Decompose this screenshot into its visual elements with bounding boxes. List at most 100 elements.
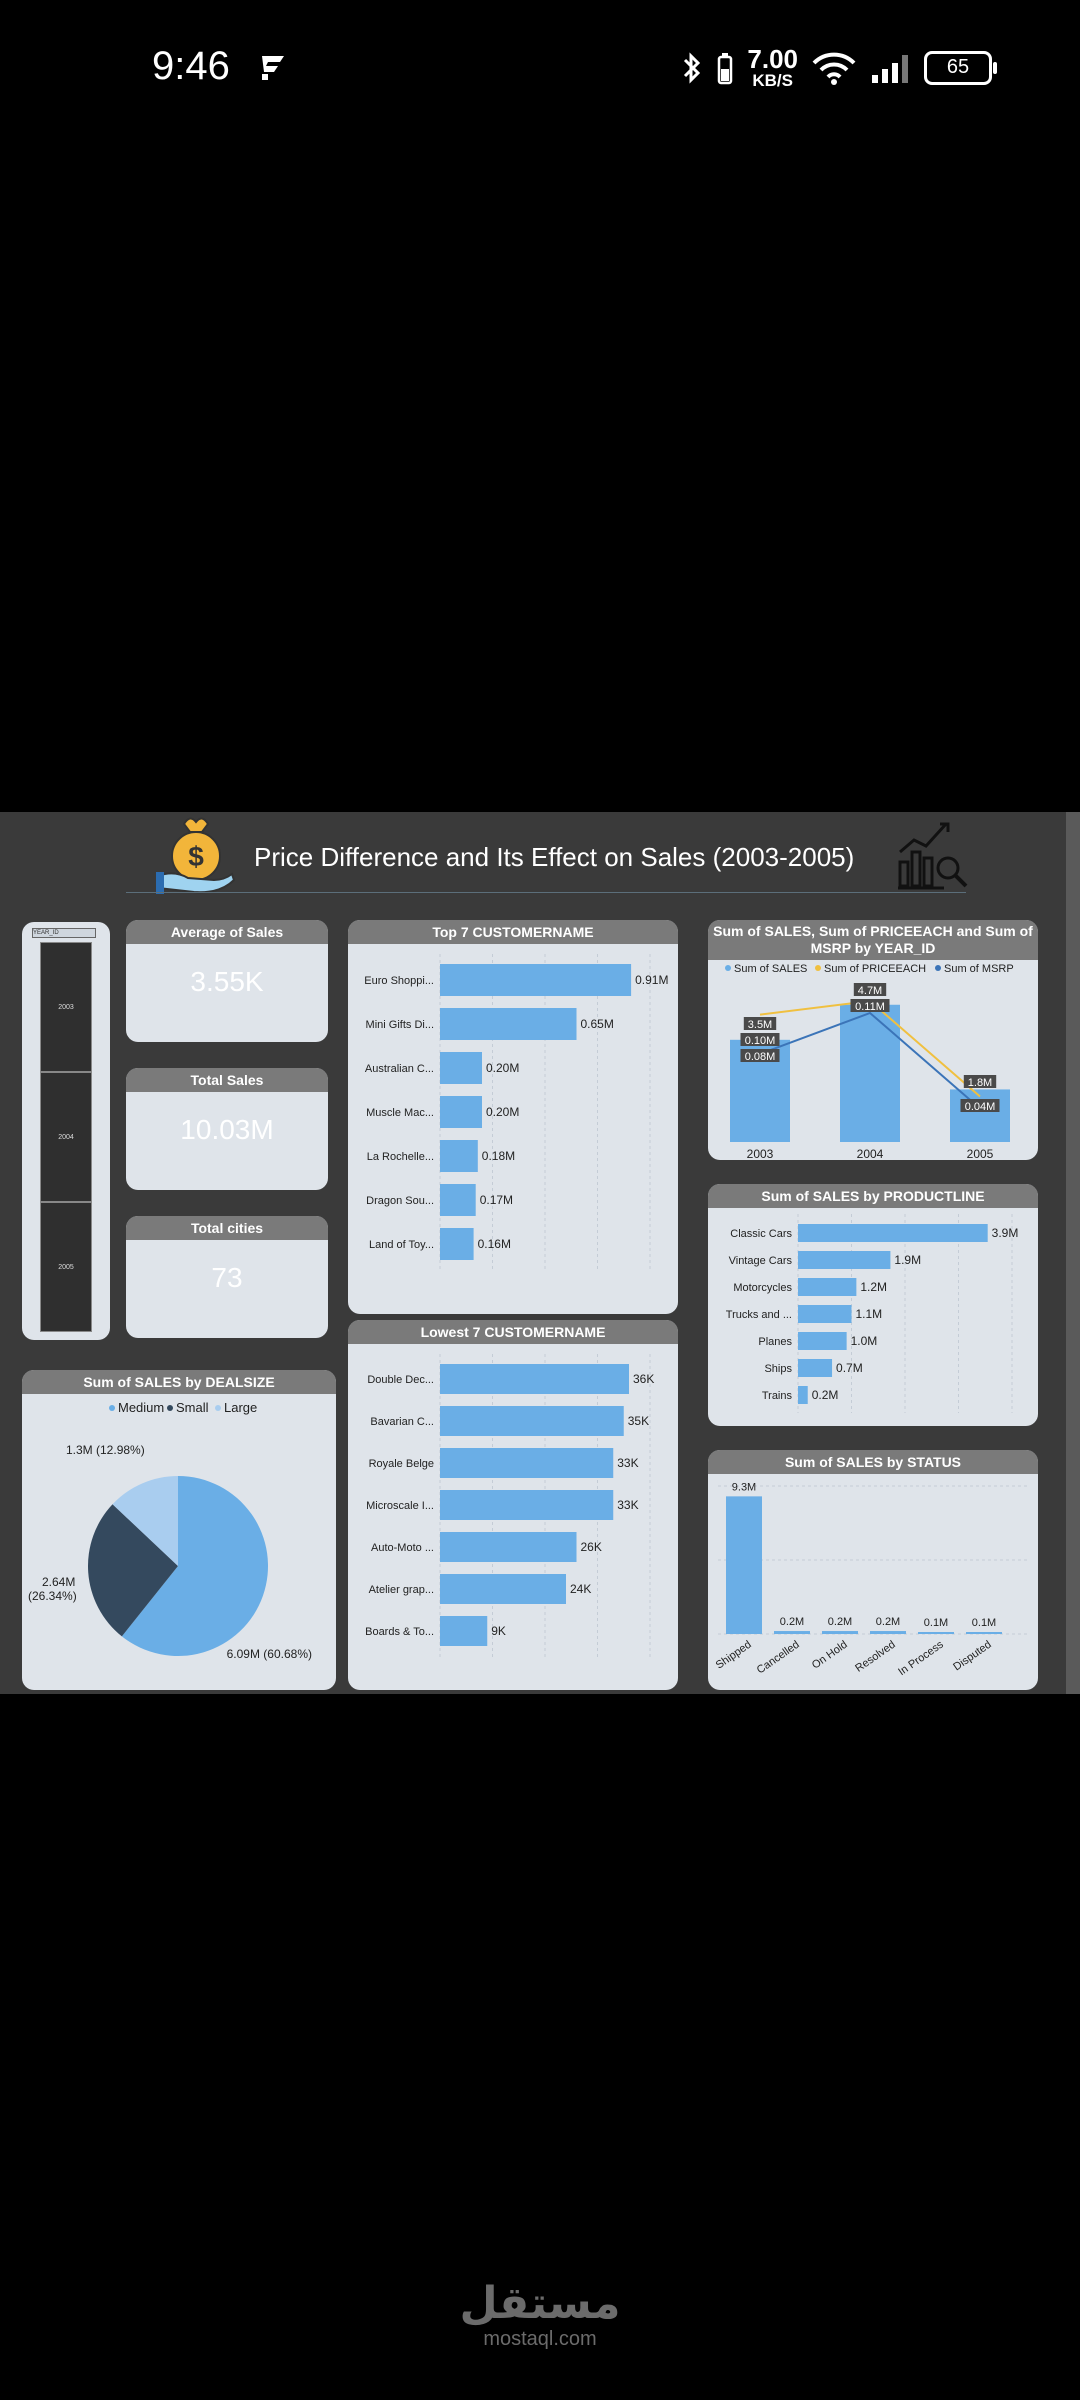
- slicer-item-2004[interactable]: 2004: [40, 1072, 92, 1202]
- status-panel: Sum of SALES by STATUS 9.3M Shipped 0.2M Ca…: [708, 1450, 1038, 1690]
- tick-label: Resolved: [853, 1639, 897, 1675]
- legend-marker: [815, 965, 821, 971]
- category-label: Boards & To...: [365, 1626, 434, 1638]
- slicer-item-2003[interactable]: 2003: [40, 942, 92, 1072]
- year-chart: Sum of SALES Sum of PRICEEACH Sum of MSRP 3…: [725, 963, 1014, 1160]
- status-title: Sum of SALES by STATUS: [708, 1450, 1038, 1474]
- kpi-total-sales: Total Sales 10.03M: [126, 1068, 328, 1190]
- legend-label: Medium: [118, 1400, 164, 1415]
- data-label: 33K: [617, 1456, 638, 1470]
- data-label: 0.18M: [482, 1149, 515, 1163]
- slice-label: 1.3M (12.98%): [66, 1443, 145, 1457]
- year-slicer: YEAR_ID 2003 2004 2005: [22, 922, 110, 1340]
- watermark-latin: mostaql.com: [483, 2328, 597, 2350]
- data-label: 0.08M: [745, 1051, 776, 1063]
- slice-label: 2.64M: [42, 1575, 75, 1589]
- bar: [774, 1631, 810, 1634]
- data-label: 0.16M: [478, 1237, 511, 1251]
- legend-label: Sum of MSRP: [944, 963, 1014, 975]
- title-divider: [126, 892, 966, 893]
- dashboard-edge: [1066, 812, 1080, 1694]
- bar: [440, 1448, 614, 1478]
- data-label: 0.20M: [486, 1105, 519, 1119]
- bar: [440, 1406, 624, 1436]
- bar: [798, 1305, 852, 1323]
- dashboard-screenshot: $ Price Difference and Its Effect on Sal…: [0, 812, 1080, 1694]
- bar: [950, 1089, 1010, 1142]
- network-speed: 7.00 KB/S: [747, 44, 798, 90]
- category-label: Bavarian C...: [370, 1416, 434, 1428]
- bar: [440, 964, 632, 996]
- slicer-item-2005[interactable]: 2005: [40, 1202, 92, 1332]
- slice-label: 6.09M (60.68%): [227, 1647, 312, 1661]
- wifi-icon: [812, 52, 856, 85]
- tick-label: 2005: [967, 1147, 994, 1160]
- bar: [726, 1496, 762, 1634]
- category-label: Trains: [762, 1390, 793, 1402]
- label-background: [960, 1099, 1000, 1112]
- data-label: 33K: [617, 1498, 638, 1512]
- bar: [798, 1332, 847, 1350]
- category-label: Royale Belge: [369, 1458, 434, 1470]
- year-title: Sum of SALES, Sum of PRICEEACH and Sum o…: [708, 920, 1038, 960]
- top7-title: Top 7 CUSTOMERNAME: [348, 920, 678, 944]
- low7-chart: Double Dec... 36K Bavarian C... 35K Royale B…: [365, 1354, 654, 1658]
- data-label: 0.65M: [581, 1017, 614, 1031]
- signal-icon: [872, 54, 908, 83]
- bar: [798, 1386, 808, 1404]
- category-label: Double Dec...: [367, 1374, 434, 1386]
- low7-title: Lowest 7 CUSTOMERNAME: [348, 1320, 678, 1344]
- legend-marker: [215, 1405, 221, 1411]
- status-time: 9:46: [152, 44, 230, 88]
- analytics-chart-icon: [898, 822, 968, 890]
- top7-chart: Euro Shoppi... 0.91M Mini Gifts Di... 0.65M…: [364, 954, 668, 1272]
- category-label: Mini Gifts Di...: [366, 1019, 434, 1031]
- data-label: 0.1M: [972, 1617, 996, 1629]
- flash-notification-icon: [262, 56, 284, 80]
- bar: [440, 1616, 488, 1646]
- data-label: 1.8M: [968, 1077, 992, 1089]
- pie-slice: [112, 1476, 178, 1566]
- bar: [798, 1278, 857, 1296]
- category-label: Ships: [764, 1363, 792, 1375]
- tick-label: On Hold: [810, 1639, 850, 1672]
- kpi-total-value: 10.03M: [180, 1114, 274, 1145]
- productline-chart: Classic Cars 3.9M Vintage Cars 1.9M Motorcyc…: [726, 1214, 1018, 1413]
- label-background: [740, 1033, 780, 1046]
- bar: [440, 1184, 476, 1216]
- data-label: 9.3M: [732, 1481, 756, 1493]
- data-label: 1.9M: [894, 1253, 921, 1267]
- category-label: Auto-Moto ...: [371, 1542, 434, 1554]
- slicer-dropdown[interactable]: YEAR_ID: [32, 928, 96, 938]
- bar: [870, 1631, 906, 1634]
- svg-text:$: $: [188, 841, 204, 872]
- kpi-total-label: Total Sales: [126, 1068, 328, 1092]
- battery-indicator: 65: [924, 50, 997, 85]
- category-label: Dragon Sou...: [366, 1195, 434, 1207]
- label-background: [963, 1075, 997, 1088]
- slice-label: (26.34%): [28, 1589, 77, 1603]
- data-label: 9K: [491, 1624, 506, 1638]
- legend-marker: [167, 1405, 173, 1411]
- category-label: Planes: [758, 1336, 792, 1348]
- kpi-cities-value: 73: [211, 1262, 243, 1293]
- data-label: 0.7M: [836, 1361, 863, 1375]
- bar: [440, 1364, 629, 1394]
- data-label: 35K: [628, 1414, 649, 1428]
- data-label: 36K: [633, 1372, 654, 1386]
- data-label: 0.2M: [828, 1616, 852, 1628]
- tick-label: Shipped: [714, 1639, 754, 1672]
- data-label: 26K: [581, 1540, 602, 1554]
- category-label: Muscle Mac...: [366, 1107, 434, 1119]
- data-label: 0.91M: [635, 973, 668, 987]
- data-label: 0.17M: [480, 1193, 513, 1207]
- kpi-average-sales: Average of Sales 3.55K: [126, 920, 328, 1042]
- category-label: Atelier grap...: [369, 1584, 434, 1596]
- data-label: 0.11M: [855, 1001, 885, 1013]
- label-background: [743, 1017, 777, 1030]
- bar: [440, 1052, 482, 1084]
- bar: [798, 1224, 988, 1242]
- data-label: 3.5M: [748, 1019, 772, 1031]
- dashboard-title: Price Difference and Its Effect on Sales…: [254, 842, 855, 872]
